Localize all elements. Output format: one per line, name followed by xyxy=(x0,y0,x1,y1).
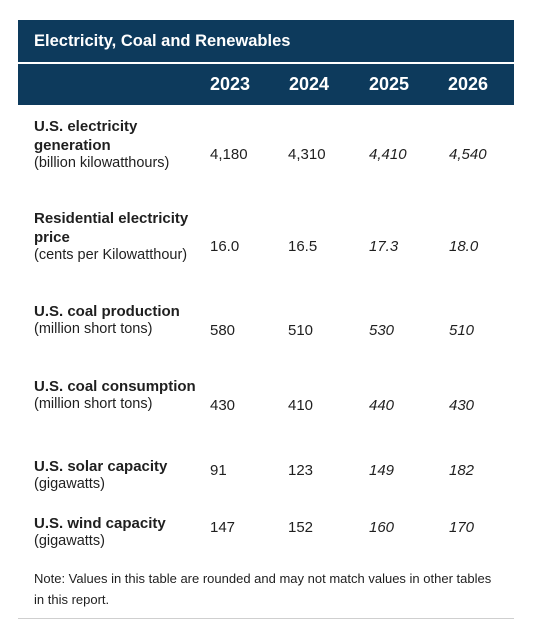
table-title: Electricity, Coal and Renewables xyxy=(18,20,514,62)
cell-value: 410 xyxy=(288,397,314,414)
row-name: U.S. electricity generation xyxy=(34,118,138,154)
cell-value: 430 xyxy=(449,397,475,414)
row-unit: (gigawatts) xyxy=(34,533,105,549)
year-header-row: 2023 2024 2025 2026 xyxy=(18,64,514,105)
cell-value: 16.0 xyxy=(210,238,240,255)
year-header: 2026 xyxy=(448,74,489,94)
row-label: U.S. coal consumption (million short ton… xyxy=(34,377,204,413)
cell-value: 440 xyxy=(369,397,395,414)
row-label: U.S. solar capacity (gigawatts) xyxy=(34,457,204,493)
year-header: 2024 xyxy=(289,74,330,94)
row-unit: (gigawatts) xyxy=(34,476,105,492)
cell-value: 16.5 xyxy=(288,238,318,255)
row-name: U.S. wind capacity xyxy=(34,515,166,532)
cell-value: 170 xyxy=(449,519,475,536)
row-label: U.S. electricity generation (billion kil… xyxy=(34,117,204,172)
cell-value: 510 xyxy=(449,322,475,339)
cell-value: 430 xyxy=(210,397,236,414)
year-header: 2025 xyxy=(369,74,410,94)
cell-value: 182 xyxy=(449,462,475,479)
row-unit: (million short tons) xyxy=(34,321,153,337)
cell-value: 4,540 xyxy=(449,146,487,163)
row-label: Residential electricity price (cents per… xyxy=(34,209,204,264)
data-table: Electricity, Coal and Renewables 2023 20… xyxy=(18,20,514,619)
cell-value: 18.0 xyxy=(449,238,479,255)
table-note: Note: Values in this table are rounded a… xyxy=(34,571,492,607)
cell-value: 149 xyxy=(369,462,395,479)
year-header: 2023 xyxy=(210,74,251,94)
cell-value: 123 xyxy=(288,462,314,479)
cell-value: 147 xyxy=(210,519,236,536)
row-label: U.S. wind capacity (gigawatts) xyxy=(34,514,204,550)
row-label: U.S. coal production (million short tons… xyxy=(34,302,204,338)
cell-value: 4,180 xyxy=(210,146,248,163)
cell-value: 17.3 xyxy=(369,238,399,255)
cell-value: 530 xyxy=(369,322,395,339)
row-name: U.S. solar capacity xyxy=(34,458,168,475)
row-name: U.S. coal consumption xyxy=(34,378,196,395)
cell-value: 4,310 xyxy=(288,146,326,163)
cell-value: 510 xyxy=(288,322,314,339)
cell-value: 580 xyxy=(210,322,236,339)
row-unit: (billion kilowatthours) xyxy=(34,155,170,171)
row-name: U.S. coal production xyxy=(34,303,180,320)
row-name: Residential electricity price xyxy=(34,210,189,246)
row-unit: (cents per Kilowatthour) xyxy=(34,247,188,263)
cell-value: 91 xyxy=(210,462,227,479)
row-unit: (million short tons) xyxy=(34,396,153,412)
cell-value: 152 xyxy=(288,519,314,536)
cell-value: 160 xyxy=(369,519,395,536)
cell-value: 4,410 xyxy=(369,146,407,163)
